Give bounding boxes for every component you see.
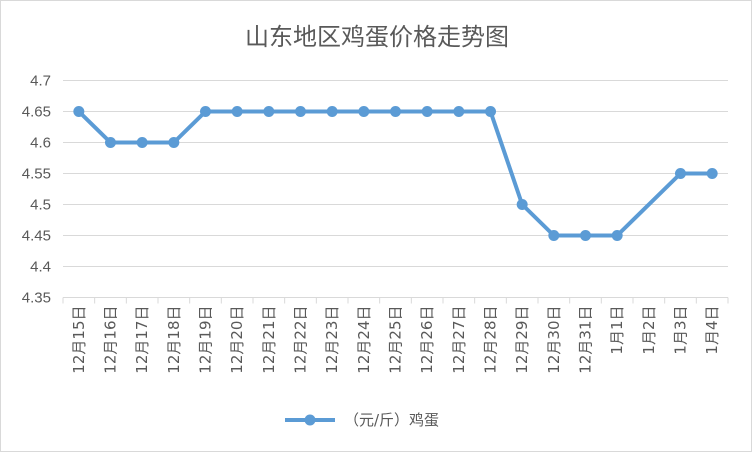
x-tick-label: 12月27日 [450, 306, 468, 374]
data-point [263, 106, 275, 117]
x-tick-label: 12月22日 [292, 306, 310, 374]
y-tick-label: 4.35 [22, 290, 51, 307]
x-tick-label: 12月17日 [133, 306, 151, 374]
y-tick-label: 4.6 [30, 135, 51, 152]
data-point [200, 106, 211, 117]
data-point [548, 230, 560, 241]
series-egg-price [73, 106, 718, 241]
y-tick-label: 4.65 [22, 104, 51, 121]
x-tick-label: 12月18日 [165, 306, 183, 374]
data-point [611, 230, 623, 241]
legend: （元/斤）鸡蛋 [285, 411, 439, 429]
x-tick-label: 12月29日 [513, 306, 531, 374]
data-point [295, 106, 306, 117]
y-tick-label: 4.45 [22, 228, 51, 245]
data-point [706, 168, 718, 179]
data-point [326, 106, 338, 117]
y-tick-label: 4.7 [30, 73, 51, 90]
x-axis [62, 297, 729, 304]
y-tick-label: 4.5 [30, 197, 51, 214]
data-point [73, 106, 85, 117]
x-tick-label: 12月30日 [545, 306, 563, 374]
x-tick-label: 1月3日 [672, 306, 690, 355]
x-tick-label: 12月16日 [102, 306, 120, 374]
data-point [105, 137, 116, 148]
x-tick-label: 12月25日 [387, 306, 405, 374]
x-tick-label: 12月20日 [228, 306, 246, 374]
x-tick-label: 12月23日 [323, 306, 341, 374]
data-point [516, 199, 528, 210]
y-tick-label: 4.4 [30, 259, 51, 276]
data-point [136, 137, 148, 148]
y-tick-label: 4.55 [22, 166, 51, 183]
data-point [485, 106, 496, 117]
x-tick-label: 12月24日 [355, 306, 373, 374]
data-point [453, 106, 465, 117]
x-axis-ticks: 12月15日 12月16日 12月17日 12月18日 12月19日 12月20日 12月2… [70, 306, 721, 374]
x-tick-label: 12月28日 [482, 306, 500, 374]
legend-marker-icon [304, 414, 316, 426]
x-tick-label: 1月1日 [608, 306, 626, 355]
x-tick-label: 12月31日 [577, 306, 595, 374]
chart-title: 山东地区鸡蛋价格走势图 [245, 23, 509, 51]
x-tick-label: 12月21日 [260, 306, 278, 374]
x-tick-label: 1月2日 [640, 306, 658, 355]
x-tick-label: 12月15日 [70, 306, 88, 374]
x-tick-label: 12月26日 [418, 306, 436, 374]
x-tick-label: 12月19日 [197, 306, 215, 374]
data-point [390, 106, 401, 117]
data-point [358, 106, 370, 117]
data-point [580, 230, 591, 241]
data-point [168, 137, 180, 148]
data-point [675, 168, 686, 179]
data-point [231, 106, 243, 117]
y-axis-ticks: 4.35 4.4 4.45 4.5 4.55 4.6 4.65 4.7 [22, 73, 51, 307]
legend-label: （元/斤）鸡蛋 [344, 411, 439, 429]
data-point [421, 106, 433, 117]
x-tick-label: 1月4日 [703, 306, 721, 355]
